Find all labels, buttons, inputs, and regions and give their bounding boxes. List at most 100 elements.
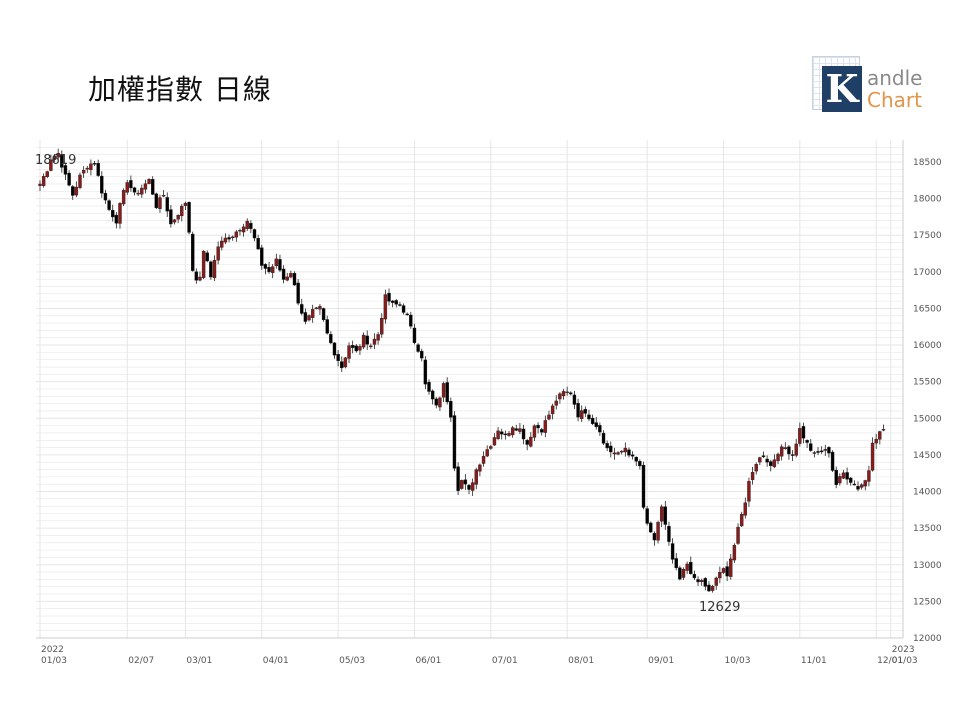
candle-body [758, 457, 762, 463]
candle-body [252, 229, 257, 239]
candle-body [532, 425, 537, 438]
x-tick-label: 01/03 [41, 656, 67, 666]
annotation-low-label: 12629 [699, 600, 740, 615]
candle-body [358, 346, 362, 351]
candle-body [238, 230, 242, 232]
candle-body [518, 428, 522, 432]
candle-body [132, 187, 137, 193]
candle-body [161, 195, 166, 197]
candle-body [863, 480, 867, 487]
candle-body [827, 447, 831, 454]
candle-body [547, 414, 551, 420]
candle-body [583, 409, 588, 414]
candle-body [263, 264, 268, 269]
candle-body [270, 266, 275, 273]
candle-body [234, 231, 239, 238]
candle-body [830, 451, 835, 471]
candle-body [300, 304, 304, 314]
candle-body [176, 215, 180, 220]
candle-body [445, 382, 449, 403]
candle-body [492, 437, 497, 446]
candle-body [423, 359, 428, 385]
y-tick-label: 12500 [913, 597, 942, 607]
candle-body [354, 345, 358, 352]
candle-body [194, 271, 199, 281]
candle-body [81, 170, 86, 174]
y-tick-label: 12000 [913, 634, 942, 644]
candle-body [92, 163, 97, 165]
candle-body [649, 522, 653, 533]
candle-body [303, 312, 308, 322]
y-tick-label: 18000 [913, 195, 942, 205]
candle-body [180, 205, 184, 217]
x-tick-label: 10/03 [724, 656, 750, 666]
candle-body [310, 309, 315, 318]
candle-body [663, 506, 668, 525]
candle-body [765, 458, 769, 463]
candle-body [521, 428, 526, 440]
candle-body [158, 197, 162, 209]
x-tick-year-label: 2023 [892, 645, 915, 655]
candle-body [267, 267, 271, 273]
candle-body [525, 440, 529, 445]
candle-body [383, 294, 388, 320]
candle-body [619, 450, 624, 453]
logo-text-andle: andle [867, 66, 923, 90]
candle-body [750, 472, 755, 480]
candle-body [496, 430, 500, 439]
candle-body [747, 481, 751, 502]
candle-body [387, 292, 391, 302]
candle-body [674, 558, 678, 569]
candle-body [71, 186, 75, 196]
candle-body [510, 427, 515, 436]
annotation-high-label: 18619 [35, 153, 76, 168]
candle-body [350, 345, 355, 348]
candle-body [336, 354, 340, 361]
candle-body [845, 472, 849, 480]
x-tick-label: 12/01 [877, 656, 903, 666]
candle-body [372, 338, 377, 345]
candle-body [427, 381, 431, 392]
candle-body [147, 179, 151, 184]
candle-body [78, 174, 82, 188]
candle-body [550, 405, 555, 415]
candle-body [670, 543, 675, 560]
candle-body [198, 276, 202, 281]
candle-body [332, 342, 337, 356]
candle-body [878, 431, 882, 440]
candle-body [289, 273, 293, 278]
candle-body [49, 159, 53, 171]
candle-body [89, 163, 93, 170]
candle-body [678, 567, 682, 580]
candle-body [841, 472, 846, 479]
x-tick-label: 03/01 [186, 656, 212, 666]
candle-body [169, 209, 173, 225]
candle-body [325, 319, 329, 334]
candle-body [489, 446, 493, 449]
candle-body [645, 508, 649, 524]
candle-body [554, 400, 558, 406]
candle-body [652, 533, 657, 541]
candle-body [460, 480, 464, 489]
candle-body [623, 447, 628, 453]
candle-body [569, 392, 573, 395]
candle-body [558, 393, 562, 400]
x-tick-label: 01/03 [892, 656, 918, 666]
logo-text-chart: Chart [867, 88, 922, 112]
x-tick-label: 08/01 [568, 656, 594, 666]
candle-body [256, 238, 260, 250]
candle-body [601, 432, 606, 444]
candle-body [470, 482, 475, 491]
candle-body [121, 190, 126, 205]
candle-body [809, 443, 813, 451]
candle-body [281, 268, 286, 280]
candle-body [380, 317, 384, 335]
candle-body [129, 180, 133, 189]
candle-body [598, 425, 602, 433]
candle-body [205, 252, 209, 262]
x-tick-label: 07/01 [492, 656, 518, 666]
y-tick-label: 18500 [913, 158, 942, 168]
candle-body [420, 350, 424, 359]
candle-body [63, 165, 68, 175]
